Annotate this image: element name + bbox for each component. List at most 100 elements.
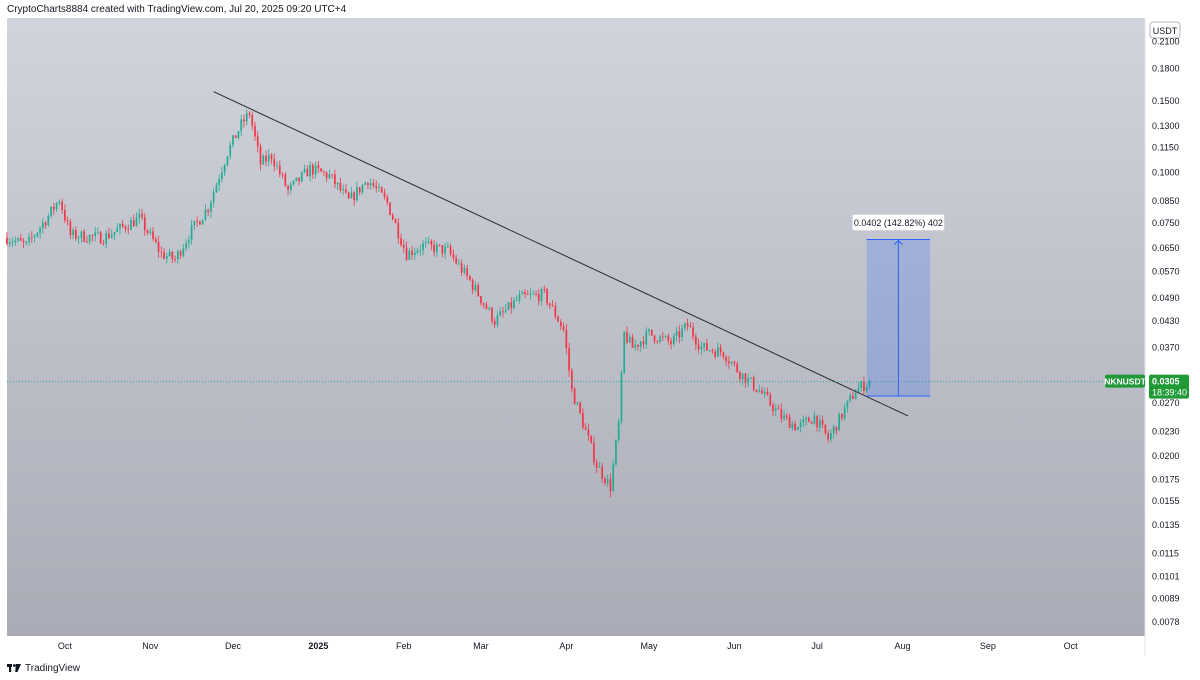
candle	[14, 236, 17, 247]
candle-body	[64, 210, 66, 221]
candle	[154, 236, 157, 244]
candle	[391, 212, 394, 221]
candle-body	[77, 237, 80, 239]
candle	[358, 187, 361, 196]
candle-body	[816, 415, 818, 428]
candle-body	[469, 275, 471, 281]
candle-body	[763, 391, 766, 394]
candle	[240, 114, 243, 137]
candle	[791, 420, 794, 431]
candle	[697, 338, 700, 354]
candle	[339, 177, 342, 193]
candle-body	[554, 306, 557, 317]
candle	[30, 231, 33, 243]
candle	[276, 161, 278, 170]
candle	[427, 236, 430, 244]
candle	[799, 418, 802, 433]
candle	[152, 226, 154, 242]
candle-body	[182, 248, 185, 256]
candle	[176, 249, 179, 264]
candle-body	[165, 256, 168, 259]
candle-body	[532, 293, 535, 295]
candle-body	[739, 372, 741, 380]
candle	[314, 161, 317, 179]
price-tick-label: 0.1300	[1152, 121, 1180, 131]
candle-body	[606, 479, 609, 484]
candle-body	[25, 241, 28, 243]
candle-body	[328, 174, 331, 178]
candle-body	[435, 244, 438, 253]
candle	[284, 172, 287, 187]
candle-body	[863, 381, 865, 391]
time-tick-label: Nov	[142, 641, 159, 651]
candle	[188, 235, 190, 249]
candle-body	[298, 177, 300, 182]
candle-body	[397, 223, 400, 239]
candle-body	[8, 242, 11, 244]
candle-body	[108, 233, 110, 238]
candle-body	[772, 404, 774, 412]
candle-body	[744, 373, 747, 384]
candle-body	[160, 251, 163, 253]
candle	[83, 228, 86, 243]
candle	[458, 258, 460, 266]
candle	[223, 163, 226, 177]
candle-body	[116, 228, 119, 232]
candle-body	[482, 303, 485, 305]
candle	[289, 182, 292, 195]
candle	[367, 182, 369, 190]
candle-body	[391, 214, 394, 220]
candle-body	[380, 187, 383, 193]
candle	[750, 377, 752, 380]
candle-body	[617, 421, 620, 441]
candle	[163, 248, 165, 260]
candle-body	[157, 242, 160, 252]
candle	[248, 110, 251, 118]
candle-body	[306, 168, 309, 177]
candle	[650, 329, 653, 337]
candle-body	[537, 294, 540, 302]
candle-body	[832, 426, 835, 434]
candle-body	[493, 321, 496, 325]
candle	[424, 237, 427, 249]
candle	[347, 191, 350, 200]
candle-body	[868, 381, 871, 387]
candle-body	[761, 390, 763, 394]
candle	[849, 392, 852, 403]
candle-body	[389, 202, 391, 215]
candle	[488, 306, 491, 311]
candle	[201, 219, 204, 225]
candle-body	[565, 329, 568, 349]
candle-body	[110, 234, 113, 238]
trendline[interactable]	[213, 91, 909, 417]
candle-body	[292, 180, 295, 185]
time-axis-background[interactable]	[7, 636, 1196, 656]
candle-body	[805, 417, 807, 420]
candle	[661, 331, 664, 342]
candle	[278, 160, 281, 178]
candle-body	[846, 400, 849, 408]
candle-body	[628, 336, 631, 343]
candle	[736, 361, 739, 374]
candle	[615, 439, 617, 467]
price-tick-label: 0.0230	[1152, 426, 1180, 436]
candle-body	[334, 174, 336, 185]
price-tick-label: 0.0270	[1152, 398, 1180, 408]
candle-body	[452, 253, 455, 258]
candle-body	[460, 263, 463, 273]
candle-body	[424, 242, 427, 244]
candle	[88, 234, 91, 245]
candle-body	[543, 289, 546, 290]
candle	[744, 373, 747, 388]
candle-body	[595, 462, 598, 468]
price-axis-background[interactable]	[1145, 18, 1196, 636]
candle-body	[314, 165, 317, 175]
candle-body	[480, 296, 482, 304]
candle	[328, 169, 331, 180]
candle-body	[725, 356, 728, 362]
candle	[780, 403, 783, 423]
time-tick-label: Jun	[727, 641, 742, 651]
candle	[576, 401, 579, 406]
candle	[474, 281, 477, 293]
